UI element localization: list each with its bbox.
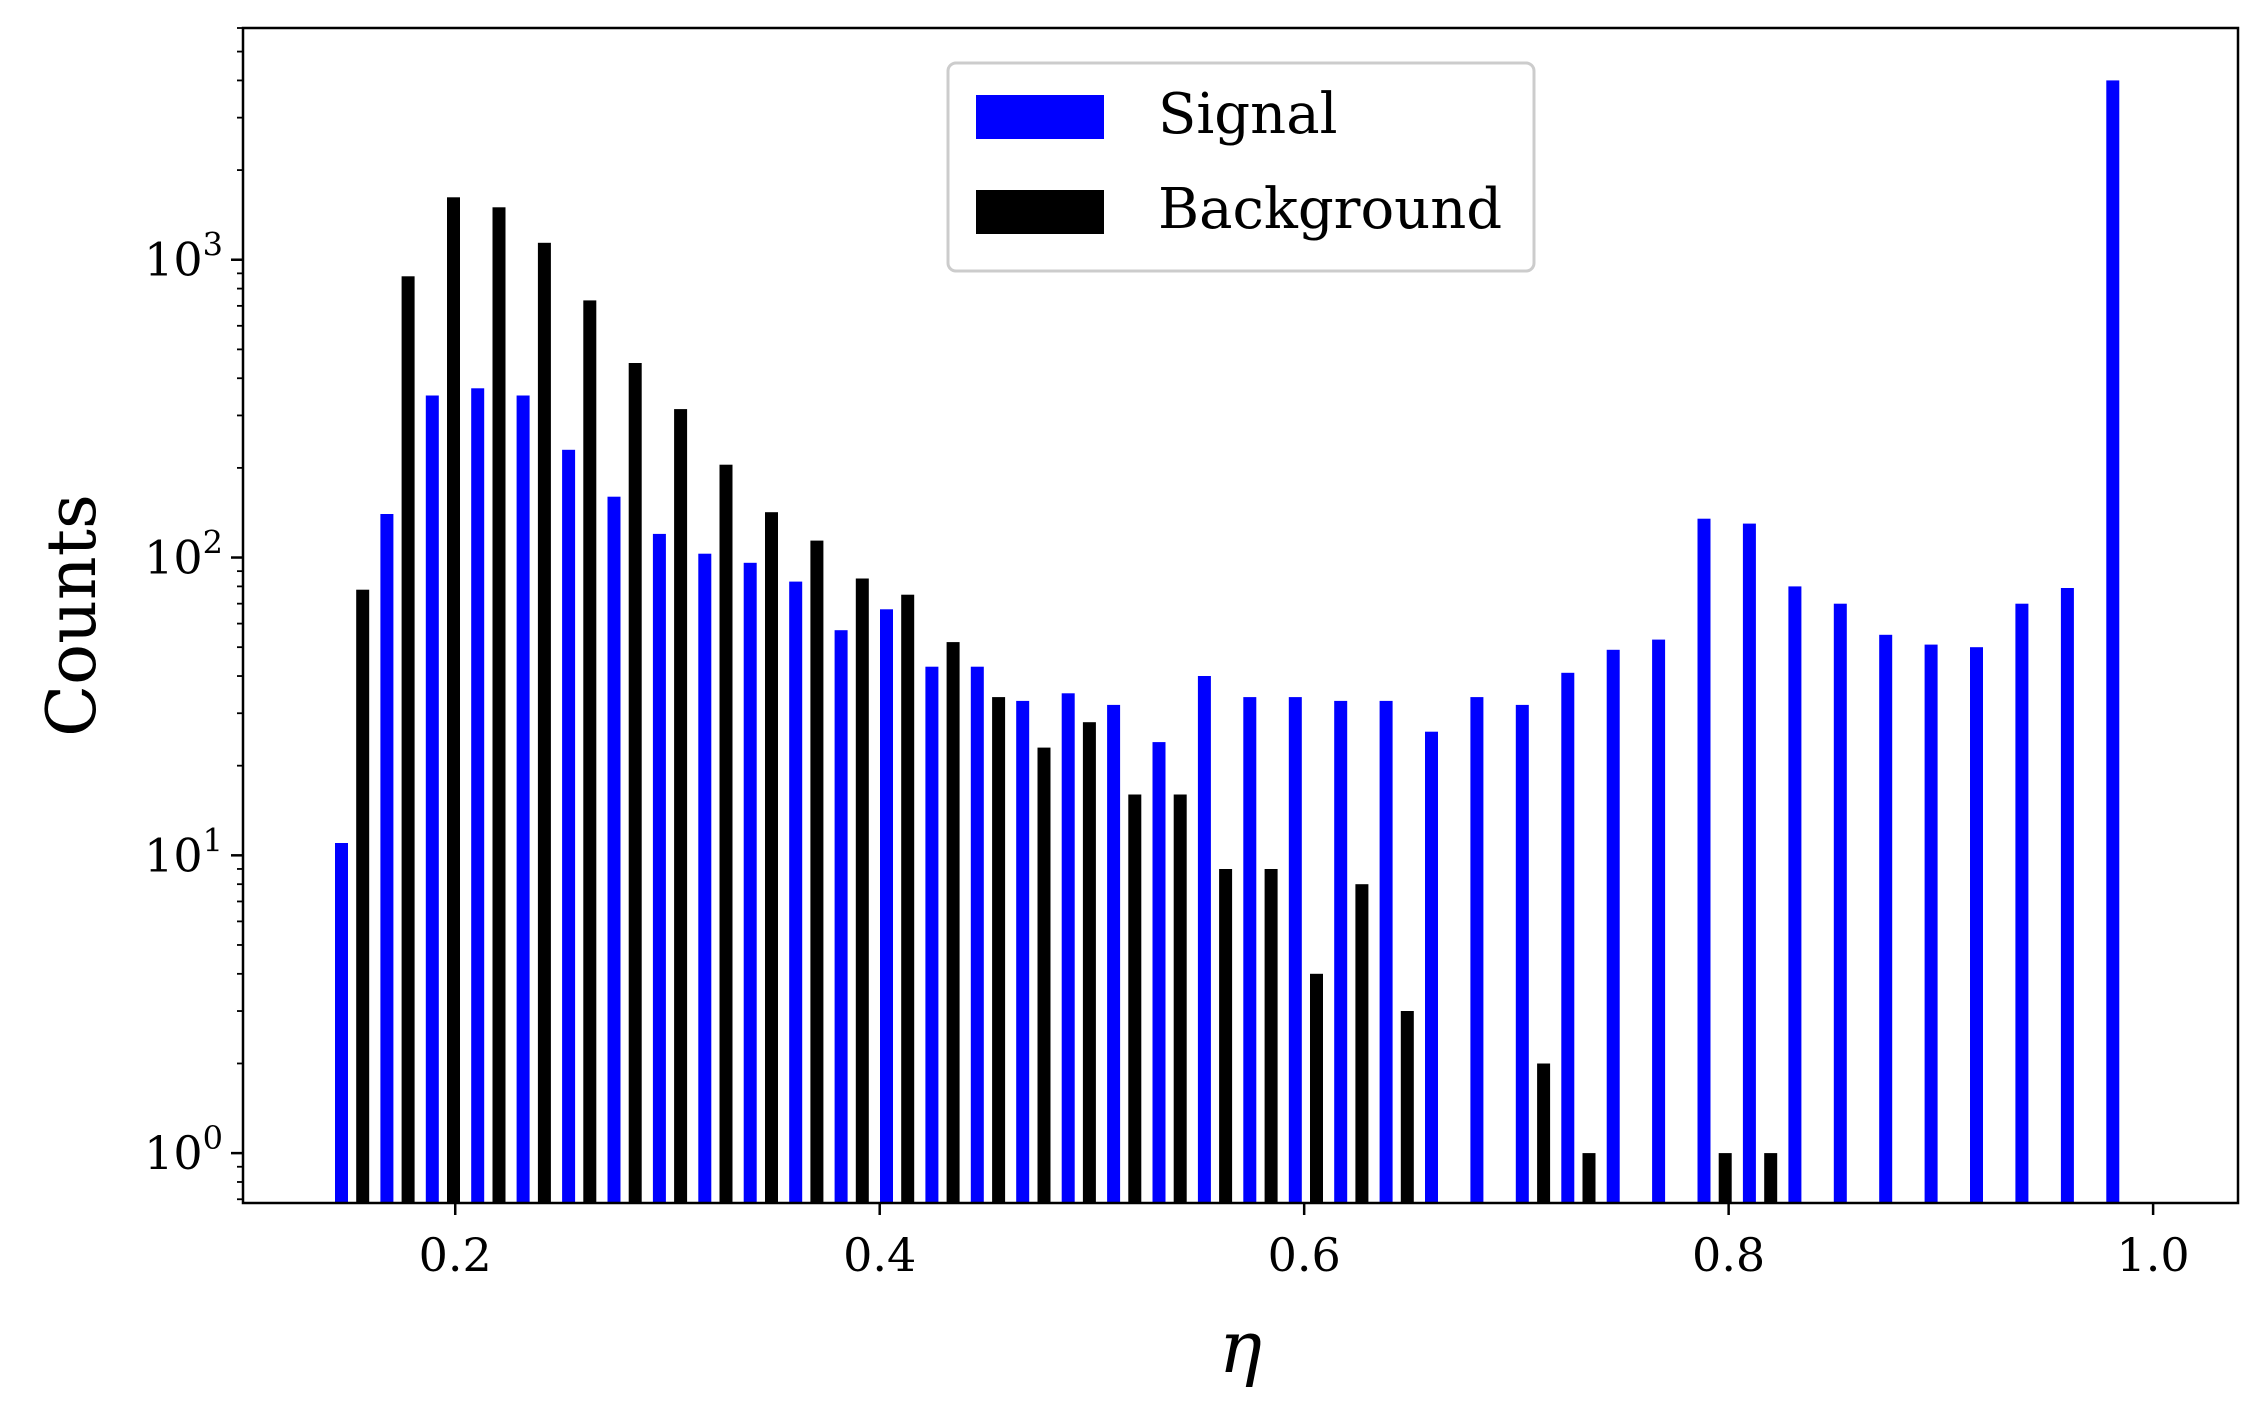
bar-background-17	[1128, 794, 1142, 1203]
bar-signal-2	[425, 395, 439, 1203]
bar-signal-16	[1061, 693, 1075, 1203]
bar-background-26	[1718, 1153, 1732, 1203]
bar-background-13	[946, 642, 960, 1203]
bar-background-5	[583, 300, 597, 1203]
bar-background-0	[356, 589, 370, 1203]
bar-signal-8	[698, 553, 712, 1203]
bar-signal-26	[1515, 704, 1529, 1203]
bar-signal-3	[471, 388, 485, 1203]
bar-signal-39	[2106, 80, 2120, 1203]
bar-signal-22	[1334, 700, 1348, 1203]
y-tick-label: 103	[144, 226, 223, 287]
bar-signal-30	[1697, 518, 1711, 1203]
bar-signal-18	[1152, 742, 1166, 1203]
bar-signal-13	[925, 666, 939, 1203]
bar-background-18	[1173, 794, 1187, 1203]
y-tick-label: 102	[144, 524, 223, 585]
legend-label-signal: Signal	[1158, 82, 1337, 147]
plot-area-frame	[241, 26, 2240, 1205]
bar-background-12	[901, 594, 915, 1203]
y-axis: 100 101 102 103	[144, 27, 243, 1201]
bar-background-20	[1264, 869, 1278, 1203]
bar-background-4	[537, 242, 551, 1204]
bar-background-2	[447, 197, 460, 1204]
bar-signal-24	[1425, 731, 1438, 1203]
y-tick-label: 100	[144, 1119, 223, 1180]
bar-signal-20	[1243, 697, 1257, 1203]
bar-background-8	[719, 464, 733, 1203]
bar-signal-33	[1833, 603, 1847, 1203]
x-axis-label: η	[1219, 1305, 1262, 1389]
bar-background-19	[1219, 869, 1233, 1203]
legend-swatch-signal	[976, 95, 1104, 139]
bar-background-1	[401, 276, 415, 1203]
bar-signal-32	[1788, 586, 1802, 1203]
bars-group	[335, 80, 2120, 1204]
bar-background-6	[628, 363, 642, 1203]
bar-background-7	[674, 409, 688, 1204]
bar-signal-37	[2015, 603, 2029, 1203]
bar-signal-14	[970, 666, 984, 1203]
bar-signal-10	[789, 581, 803, 1203]
bar-background-14	[992, 697, 1006, 1203]
x-tick-label: 0.8	[1692, 1228, 1765, 1282]
legend-swatch-background	[976, 190, 1104, 234]
bar-signal-29	[1652, 639, 1666, 1203]
bar-signal-28	[1606, 649, 1620, 1203]
bar-signal-0	[335, 843, 348, 1203]
bar-background-24	[1537, 1063, 1551, 1203]
y-tick-label: 101	[144, 821, 223, 882]
bar-signal-12	[880, 609, 893, 1203]
legend-label-background: Background	[1158, 177, 1502, 242]
legend: Signal Background	[946, 61, 1536, 273]
bar-background-22	[1355, 884, 1369, 1203]
bar-signal-7	[652, 533, 666, 1203]
x-tick-label: 0.2	[419, 1228, 492, 1282]
bar-signal-15	[1016, 700, 1030, 1203]
x-tick-label: 0.6	[1268, 1228, 1341, 1282]
x-tick-label: 1.0	[2117, 1228, 2190, 1282]
bar-signal-21	[1288, 697, 1302, 1203]
bar-signal-25	[1470, 697, 1484, 1203]
bar-signal-31	[1742, 523, 1756, 1203]
bar-signal-5	[562, 449, 576, 1203]
bar-background-23	[1400, 1011, 1414, 1203]
bar-signal-38	[2060, 588, 2074, 1203]
bar-background-10	[810, 540, 824, 1203]
bar-signal-35	[1924, 644, 1938, 1203]
x-axis: 0.2 0.4 0.6 0.8 1.0	[419, 1203, 2190, 1282]
bar-signal-1	[380, 514, 394, 1203]
x-tick-label: 0.4	[843, 1228, 916, 1282]
bar-signal-4	[516, 395, 530, 1203]
bar-background-3	[492, 207, 506, 1204]
bar-background-21	[1310, 973, 1323, 1203]
bar-signal-34	[1879, 634, 1893, 1203]
bar-signal-9	[743, 562, 757, 1203]
bar-signal-17	[1107, 704, 1121, 1203]
bar-background-9	[765, 512, 778, 1203]
bar-signal-19	[1197, 676, 1211, 1203]
bar-background-25	[1582, 1153, 1596, 1203]
y-axis-label: Counts	[33, 494, 112, 737]
bar-signal-11	[834, 630, 848, 1203]
bar-background-16	[1082, 722, 1096, 1203]
bar-background-27	[1764, 1153, 1778, 1203]
bar-signal-27	[1561, 672, 1575, 1203]
bar-signal-36	[1970, 647, 1983, 1203]
bar-background-15	[1037, 747, 1051, 1203]
bar-signal-23	[1379, 700, 1393, 1203]
bar-background-11	[855, 578, 869, 1203]
bar-signal-6	[607, 496, 621, 1203]
